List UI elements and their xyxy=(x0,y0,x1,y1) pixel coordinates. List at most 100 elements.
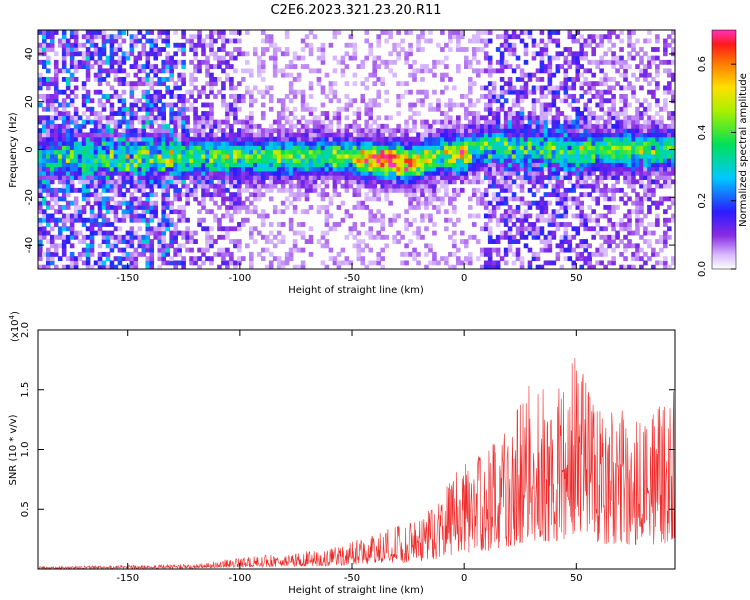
spectrogram-cell xyxy=(221,170,226,176)
spectrogram-cell xyxy=(444,132,449,138)
spectrogram-cell xyxy=(276,230,282,236)
spectrogram-cell xyxy=(595,179,600,185)
spectrogram-cell xyxy=(420,64,425,70)
spectrogram-cell xyxy=(400,234,405,240)
spectrogram-cell xyxy=(607,170,612,176)
spectrogram-cell xyxy=(213,119,218,125)
spectrogram-cell xyxy=(368,72,374,78)
spectrogram-cell xyxy=(495,145,501,151)
spectrogram-cell xyxy=(619,166,624,172)
spectrogram-cell xyxy=(587,145,592,151)
spectrogram-cell xyxy=(448,132,453,138)
spectrogram-cell xyxy=(73,175,79,180)
spectrogram-cell xyxy=(547,128,553,134)
spectrogram-cell xyxy=(268,158,274,163)
spectrogram-cell xyxy=(607,153,612,159)
spectrogram-cell xyxy=(141,166,147,172)
spectrogram-cell xyxy=(41,119,47,125)
spectrogram-cell xyxy=(551,115,557,121)
spectrogram-cell xyxy=(591,162,596,168)
spectrogram-cell xyxy=(340,175,346,180)
spectrogram-cell xyxy=(372,149,377,155)
spectrogram-cell xyxy=(340,140,346,146)
spectrogram-cell xyxy=(563,119,569,125)
spectrogram-cell xyxy=(233,55,238,61)
spectrogram-cell xyxy=(324,149,330,155)
spectrogram-cell xyxy=(364,243,370,249)
spectrogram-cell xyxy=(85,166,91,172)
spectrogram-cell xyxy=(217,158,222,163)
spectrogram-cell xyxy=(547,158,553,163)
spectrogram-cell xyxy=(392,153,397,159)
spectrogram-cell xyxy=(101,239,107,244)
spectrogram-cell xyxy=(173,264,178,269)
spectrogram-cell xyxy=(587,264,592,269)
spectrogram-cell xyxy=(376,170,381,176)
spectrogram-cell xyxy=(61,251,67,257)
spectrogram-cell xyxy=(535,51,541,57)
spectrogram-cell xyxy=(487,247,493,253)
spectrogram-cell xyxy=(137,115,143,121)
spectrogram-cell xyxy=(109,234,115,240)
spectrogram-cell xyxy=(173,102,178,108)
spectrogram-cell xyxy=(117,162,123,168)
spectrogram-cell xyxy=(288,162,294,168)
spectrogram-cell xyxy=(177,230,182,236)
spectrogram-cell xyxy=(85,89,91,95)
spectrogram-cell xyxy=(412,153,417,159)
spectrogram-cell xyxy=(575,200,581,206)
spectrogram-cell xyxy=(69,34,75,40)
spectrogram-cell xyxy=(396,187,401,193)
spectrogram-cell xyxy=(213,55,218,61)
spectrogram-cell xyxy=(352,72,358,78)
spectrogram-cell xyxy=(368,170,374,176)
spectrogram-cell xyxy=(428,140,433,146)
spectrogram-cell xyxy=(153,81,159,87)
spectrogram-cell xyxy=(57,187,63,193)
spectrogram-cell xyxy=(125,51,131,57)
spectrogram-cell xyxy=(69,140,75,146)
spectrogram-cell xyxy=(452,119,457,125)
spectrogram-cell xyxy=(519,119,525,125)
spectrogram-cell xyxy=(288,149,294,155)
spectrogram-cell xyxy=(221,226,226,232)
spectrogram-cell xyxy=(252,226,258,232)
spectrogram-cell xyxy=(109,196,115,202)
spectrogram-cell xyxy=(535,234,541,240)
spectrogram-cell xyxy=(157,230,163,236)
spectrogram-cell xyxy=(507,247,513,253)
spectrogram-cell xyxy=(515,183,521,189)
spectrogram-cell xyxy=(49,239,55,244)
spectrogram-cell xyxy=(97,132,103,138)
spectrogram-cell xyxy=(539,209,545,215)
spectrogram-cell xyxy=(531,128,537,134)
spectrogram-cell xyxy=(352,111,358,116)
spectrogram-cell xyxy=(328,200,334,206)
spectrogram-cell xyxy=(332,166,338,172)
spectrogram-cell xyxy=(551,187,557,193)
spectrogram-cell xyxy=(149,106,155,112)
spectrogram-cell xyxy=(539,89,545,95)
spectrogram-cell xyxy=(165,64,170,70)
spectrogram-cell xyxy=(105,170,111,176)
spectrogram-cell xyxy=(173,222,178,227)
spectrogram-cell xyxy=(392,42,397,48)
spectrogram-cell xyxy=(45,76,51,82)
spectrogram-cell xyxy=(241,187,246,193)
spectrogram-cell xyxy=(97,158,103,163)
spectrogram-cell xyxy=(320,230,326,236)
spectrogram-cell xyxy=(252,170,258,176)
spectrogram-cell xyxy=(571,119,577,125)
spectrogram-cell xyxy=(619,158,624,163)
spectrogram-cell xyxy=(165,89,170,95)
spectrogram-cell xyxy=(440,119,445,125)
spectrogram-cell xyxy=(336,136,342,142)
spectrogram-cell xyxy=(125,239,131,244)
spectrogram-cell xyxy=(404,136,409,142)
spectrogram-cell xyxy=(101,213,107,219)
spectrogram-cell xyxy=(336,98,342,104)
spectrogram-cell xyxy=(165,123,170,129)
spectrogram-cell xyxy=(121,51,127,57)
spectrogram-cell xyxy=(483,166,489,172)
spectrogram-cell xyxy=(165,204,170,210)
